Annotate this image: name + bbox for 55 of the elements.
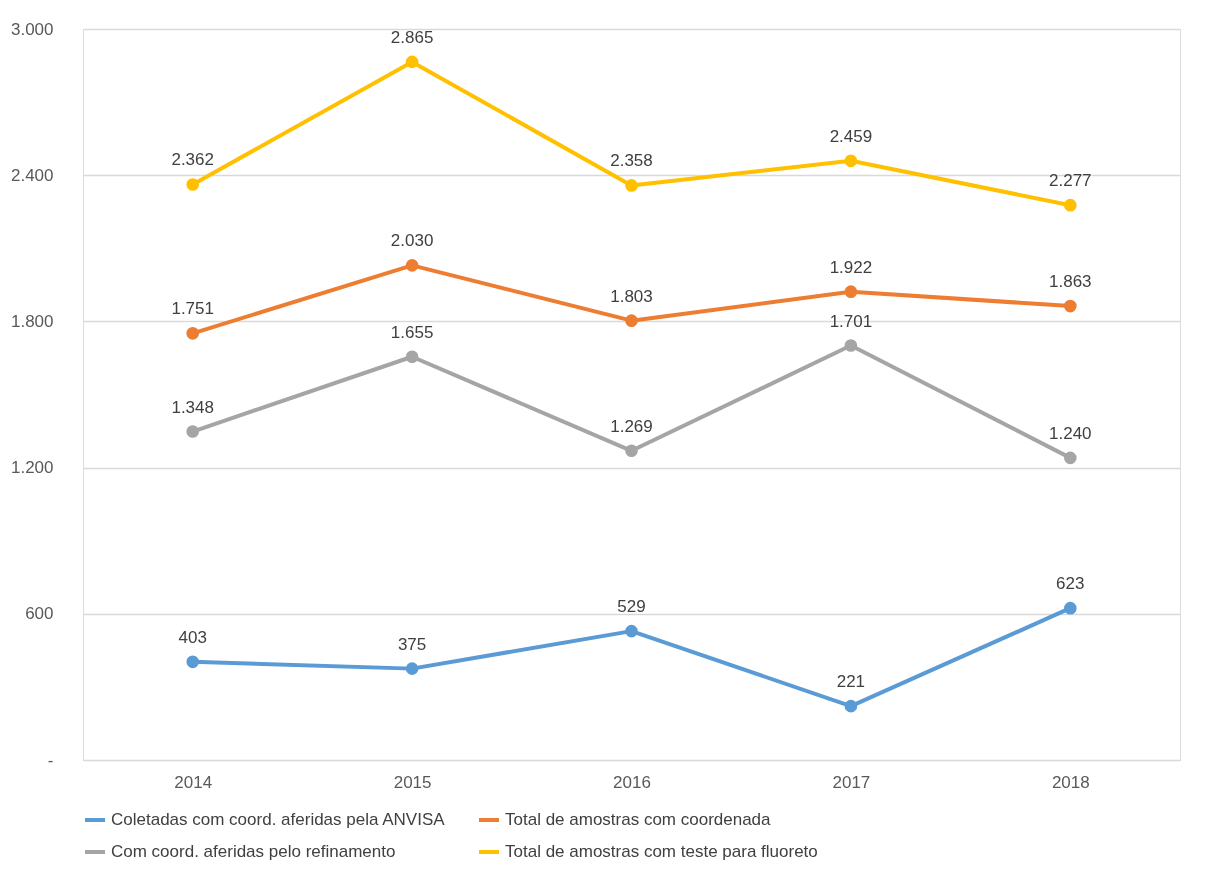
point <box>405 55 419 69</box>
legend-label: Total de amostras com coordenada <box>505 810 772 829</box>
point <box>186 327 200 340</box>
data-label: 2.277 <box>1049 171 1092 191</box>
point <box>625 444 638 458</box>
point <box>186 655 200 669</box>
data-label: 1.863 <box>1049 272 1092 292</box>
point <box>405 259 419 272</box>
legend-label: Total de amostras com teste para fluoreto <box>505 842 818 861</box>
x-tick-label: 2016 <box>613 772 651 792</box>
point <box>625 624 638 638</box>
data-label: 1.751 <box>171 299 214 319</box>
data-label: 2.362 <box>171 150 214 170</box>
data-label: 1.655 <box>390 322 434 342</box>
y-tick-label: 3.000 <box>10 19 54 39</box>
data-label: 623 <box>1056 574 1085 594</box>
data-label: 221 <box>836 672 866 692</box>
data-label: 529 <box>617 597 646 617</box>
y-tick-label: 1.200 <box>10 458 54 478</box>
data-label: 2.459 <box>829 126 873 146</box>
point <box>1063 451 1077 465</box>
x-tick-label: 2018 <box>1051 772 1090 792</box>
data-label: 375 <box>397 634 427 654</box>
data-label: 1.701 <box>829 311 873 331</box>
data-label: 1.803 <box>610 286 653 306</box>
point <box>405 350 419 364</box>
data-label: 2.865 <box>390 27 434 47</box>
point <box>625 314 638 327</box>
y-tick-label: 2.400 <box>10 165 54 185</box>
point <box>1063 299 1077 313</box>
x-tick-label: 2014 <box>174 772 213 792</box>
legend-label: Coletadas com coord. aferidas pela ANVISA <box>111 810 446 829</box>
data-label: 2.030 <box>390 231 434 251</box>
point <box>1063 601 1077 615</box>
point <box>186 178 200 191</box>
data-label: 1.922 <box>829 257 873 277</box>
point <box>844 699 858 713</box>
x-tick-label: 2017 <box>832 772 871 792</box>
y-tick-label: 1.800 <box>10 311 54 331</box>
data-label: 2.358 <box>610 151 653 171</box>
point <box>1063 198 1077 212</box>
data-label: 1.269 <box>610 416 653 436</box>
point <box>405 662 419 675</box>
legend-label: Com coord. aferidas pelo refinamento <box>111 842 396 861</box>
data-label: 1.240 <box>1049 423 1092 443</box>
point <box>844 339 858 352</box>
data-label: 403 <box>178 627 207 647</box>
point <box>625 179 638 192</box>
y-tick-label: 600 <box>25 604 54 624</box>
point <box>844 285 858 298</box>
point <box>186 425 200 438</box>
data-label: 1.348 <box>171 397 214 417</box>
x-tick-label: 2015 <box>393 772 432 792</box>
y-tick-label: - <box>47 750 54 770</box>
point <box>844 154 858 168</box>
